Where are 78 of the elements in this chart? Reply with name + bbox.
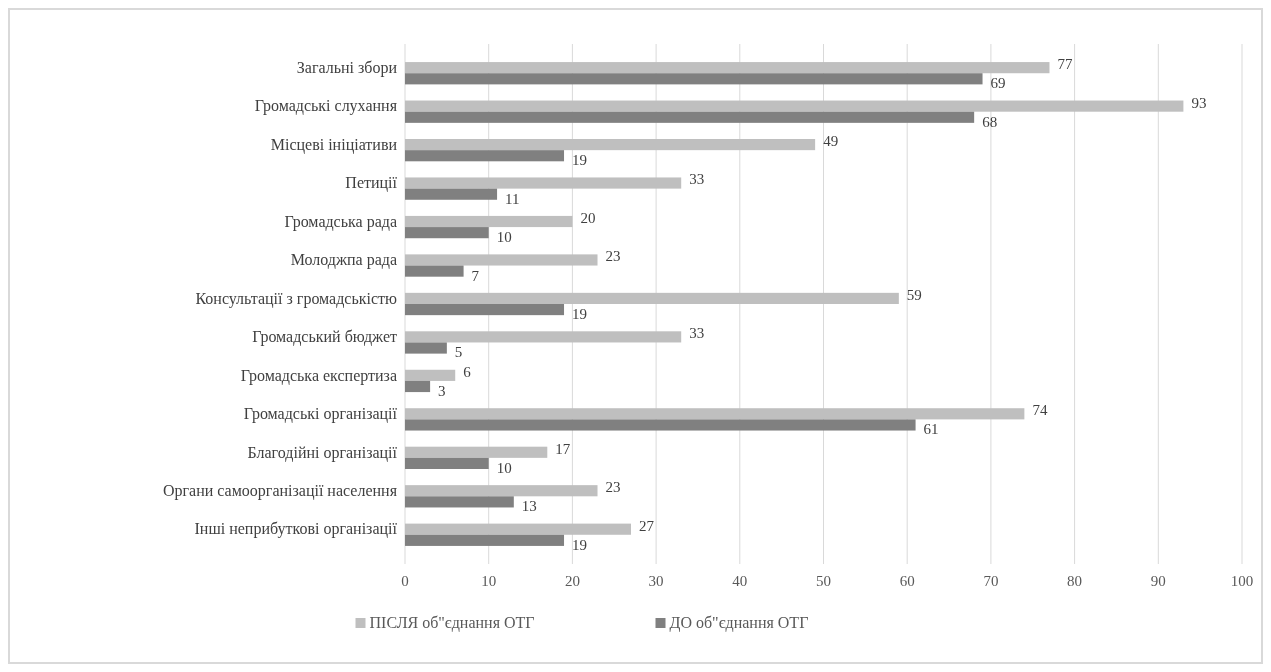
bar — [405, 150, 565, 162]
y-tick-label: Інші неприбуткові організації — [194, 520, 398, 539]
x-tick-label: 10 — [481, 573, 497, 589]
x-tick-label: 80 — [1067, 573, 1083, 589]
bar — [405, 62, 1050, 74]
data-label: 3 — [438, 382, 446, 399]
data-label: 13 — [521, 498, 537, 515]
bar — [405, 457, 489, 469]
bar — [405, 523, 631, 535]
x-tick-label: 70 — [983, 573, 999, 589]
x-tick-label: 100 — [1230, 573, 1254, 589]
bar — [405, 408, 1025, 420]
x-tick-label: 50 — [816, 573, 831, 589]
data-label: 6 — [463, 363, 472, 380]
bar — [405, 215, 573, 228]
data-label: 7 — [471, 267, 480, 284]
bar — [405, 446, 548, 458]
y-tick-label: Благодійні організації — [247, 443, 398, 462]
bar — [405, 485, 598, 497]
y-tick-label: Петиції — [345, 174, 398, 193]
bar — [405, 254, 598, 266]
data-label: 61 — [923, 421, 939, 438]
data-label: 68 — [982, 113, 998, 130]
bar — [405, 342, 447, 354]
bar — [405, 380, 431, 393]
bar — [405, 177, 682, 189]
data-label: 33 — [689, 171, 705, 188]
data-label: 23 — [605, 479, 621, 496]
y-tick-label: Громадська рада — [284, 212, 397, 231]
bar — [405, 111, 975, 123]
x-tick-label: 60 — [899, 573, 915, 589]
y-tick-label: Громадська експертиза — [240, 366, 397, 385]
bar — [405, 73, 983, 85]
legend-label: ДО об"єднання ОТГ — [669, 613, 809, 632]
bar — [405, 265, 464, 277]
y-tick-label: Загальні збори — [296, 58, 398, 77]
y-tick-label: Громадські організації — [243, 405, 398, 424]
bar — [405, 419, 916, 431]
y-tick-label: Молоджпа рада — [290, 251, 397, 270]
bar — [405, 496, 514, 508]
x-tick-label: 90 — [1150, 573, 1166, 589]
x-tick-label: 40 — [732, 573, 748, 589]
bar — [405, 369, 456, 381]
data-label: 19 — [572, 306, 588, 323]
bar — [405, 331, 682, 343]
data-label: 11 — [505, 190, 520, 207]
data-label: 33 — [689, 325, 705, 342]
data-label: 20 — [580, 209, 596, 226]
bar — [405, 139, 816, 151]
y-tick-label: Консультації з громадськістю — [195, 289, 398, 308]
y-tick-label: Місцеві ініціативи — [270, 135, 398, 154]
data-label: 93 — [1191, 94, 1207, 111]
legend-label: ПІСЛЯ об"єднання ОТГ — [369, 613, 535, 632]
data-label: 19 — [572, 536, 588, 553]
data-label: 23 — [605, 248, 621, 265]
y-tick-label: Громадський бюджет — [252, 328, 397, 347]
data-label: 69 — [990, 75, 1006, 92]
data-label: 49 — [823, 133, 839, 150]
data-label: 10 — [496, 459, 512, 476]
data-label: 59 — [906, 286, 922, 303]
bar — [405, 100, 1184, 112]
data-label: 17 — [555, 440, 571, 457]
bar — [405, 534, 565, 546]
bar — [405, 304, 565, 316]
x-tick-label: 30 — [648, 573, 664, 589]
y-tick-label: Органи самоорганізації населення — [162, 481, 398, 500]
bar — [405, 188, 498, 200]
data-label: 74 — [1032, 402, 1048, 419]
data-label: 77 — [1057, 56, 1073, 73]
data-label: 27 — [638, 517, 655, 534]
data-label: 5 — [454, 344, 463, 361]
bar — [405, 227, 489, 239]
data-label: 19 — [572, 152, 588, 169]
x-tick-label: 0 — [401, 573, 409, 589]
bar — [405, 292, 899, 304]
y-tick-label: Громадські слухання — [254, 97, 398, 116]
data-label: 10 — [496, 229, 512, 246]
x-tick-label: 20 — [564, 573, 580, 589]
